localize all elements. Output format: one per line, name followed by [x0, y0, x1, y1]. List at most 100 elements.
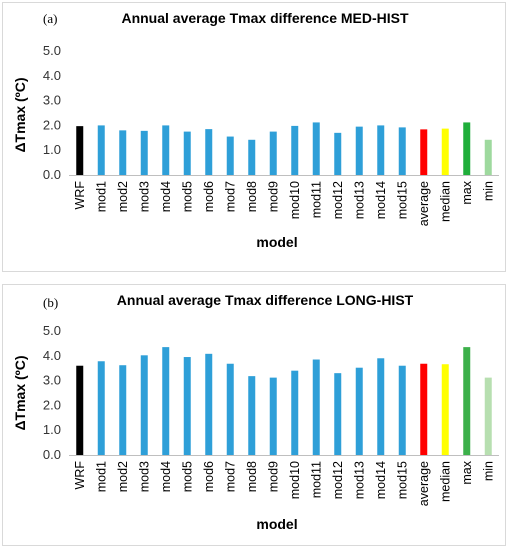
x-tick-label: mod7	[223, 461, 237, 492]
x-tick-label: mod14	[374, 461, 388, 499]
x-tick-label: mod1	[94, 461, 108, 492]
bar-mod4	[162, 125, 170, 175]
bar-mod3	[140, 355, 148, 455]
y-tick-label: 0.0	[43, 447, 61, 462]
x-tick-label: mod10	[288, 461, 302, 499]
x-tick-label: mod6	[202, 181, 216, 212]
x-tick-label: mod4	[159, 461, 173, 492]
bar-mod8	[248, 376, 256, 455]
bar-WRF	[76, 365, 84, 455]
y-tick-label: 1.0	[43, 422, 61, 437]
bar-mod7	[226, 363, 234, 455]
chart-b-svg: (b) Annual average Tmax difference LONG-…	[12, 292, 499, 532]
y-tick-label: 5.0	[43, 323, 61, 338]
bar-median	[441, 128, 449, 175]
y-tick-label: 0.0	[43, 167, 61, 182]
chart-panel-a: (a) Annual average Tmax difference MED-H…	[2, 2, 506, 272]
x-tick-label: median	[438, 461, 452, 502]
x-tick-label: average	[417, 181, 431, 226]
bar-mod6	[205, 353, 213, 455]
x-tick-label: mod10	[288, 181, 302, 219]
chart-title-b: Annual average Tmax difference LONG-HIST	[117, 292, 414, 308]
bar-WRF	[76, 126, 84, 175]
x-tick-label: mod15	[395, 461, 409, 499]
bar-mod2	[119, 365, 127, 455]
chart-title-a: Annual average Tmax difference MED-HIST	[121, 10, 409, 26]
x-tick-label: mod15	[395, 181, 409, 219]
bar-min	[484, 377, 492, 455]
bar-mod5	[183, 131, 191, 175]
x-tick-label: mod3	[137, 461, 151, 492]
x-tick-label: median	[438, 181, 452, 222]
bar-mod11	[312, 122, 320, 175]
bar-mod7	[226, 136, 234, 175]
bar-mod1	[97, 125, 105, 175]
bar-mod12	[334, 132, 342, 175]
x-tick-label: mod11	[309, 181, 323, 218]
x-tick-label: mod12	[331, 181, 345, 219]
bar-max	[463, 347, 471, 455]
panel-label-a: (a)	[43, 11, 57, 26]
bar-mod9	[269, 131, 277, 175]
x-tick-label: mod7	[223, 181, 237, 212]
bar-mod1	[97, 361, 105, 455]
x-tick-label: mod6	[202, 461, 216, 492]
bar-average	[420, 129, 428, 175]
x-tick-label: max	[460, 180, 474, 204]
x-tick-label: mod1	[94, 181, 108, 212]
y-tick-label: 5.0	[43, 43, 61, 58]
x-tick-label: mod14	[374, 181, 388, 219]
bar-mod9	[269, 377, 277, 455]
y-tick-label: 3.0	[43, 93, 61, 108]
bar-mod3	[140, 130, 148, 175]
x-tick-label: min	[481, 181, 495, 201]
chart-a-svg: (a) Annual average Tmax difference MED-H…	[12, 10, 499, 250]
bar-mod6	[205, 129, 213, 175]
bar-mod15	[398, 365, 406, 455]
bar-mod12	[334, 373, 342, 455]
x-axis-label-a: model	[256, 234, 297, 250]
bar-mod8	[248, 139, 256, 175]
x-tick-label: mod12	[331, 461, 345, 499]
x-tick-label: WRF	[73, 181, 87, 210]
bar-max	[463, 122, 471, 175]
x-tick-label: WRF	[73, 461, 87, 490]
bar-mod14	[377, 358, 385, 455]
x-tick-label: mod13	[352, 461, 366, 499]
x-tick-label: mod4	[159, 181, 173, 212]
bar-mod13	[355, 367, 363, 455]
x-tick-label: mod5	[180, 461, 194, 492]
x-tick-label: mod11	[309, 461, 323, 498]
bar-min	[484, 139, 492, 175]
bar-mod10	[291, 125, 299, 175]
x-axis-label-b: model	[256, 516, 297, 532]
x-tick-label: mod3	[137, 181, 151, 212]
bar-mod5	[183, 357, 191, 455]
bar-mod11	[312, 359, 320, 455]
y-tick-label: 1.0	[43, 142, 61, 157]
x-tick-label: mod5	[180, 181, 194, 212]
bar-median	[441, 364, 449, 455]
bar-mod10	[291, 370, 299, 455]
y-axis-label-a: ΔTmax (ºC)	[12, 77, 28, 152]
y-tick-label: 2.0	[43, 117, 61, 132]
y-axis-label-b: ΔTmax (ºC)	[12, 355, 28, 430]
plot-area-a: 0.0 1.0 2.0 3.0 4.0 5.0 WRF mod1 mod2 mod3 mod4 mod…	[43, 43, 499, 226]
bar-mod13	[355, 126, 363, 175]
y-tick-label: 2.0	[43, 397, 61, 412]
y-tick-label: 4.0	[43, 348, 61, 363]
x-tick-label: min	[481, 461, 495, 481]
x-tick-label: mod8	[245, 461, 259, 492]
panel-label-b: (b)	[43, 295, 58, 310]
bar-average	[420, 363, 428, 455]
x-tick-label: mod13	[352, 181, 366, 219]
bar-mod4	[162, 347, 170, 455]
x-tick-label: mod9	[266, 461, 280, 492]
chart-panel-b: (b) Annual average Tmax difference LONG-…	[2, 284, 506, 546]
x-tick-label: mod2	[116, 181, 130, 212]
x-tick-label: mod8	[245, 181, 259, 212]
y-tick-label: 3.0	[43, 373, 61, 388]
x-tick-label: mod2	[116, 461, 130, 492]
plot-area-b: 0.0 1.0 2.0 3.0 4.0 5.0 WRF mod1 mod2 mod3 mod4 mod…	[43, 323, 499, 506]
y-tick-label: 4.0	[43, 68, 61, 83]
